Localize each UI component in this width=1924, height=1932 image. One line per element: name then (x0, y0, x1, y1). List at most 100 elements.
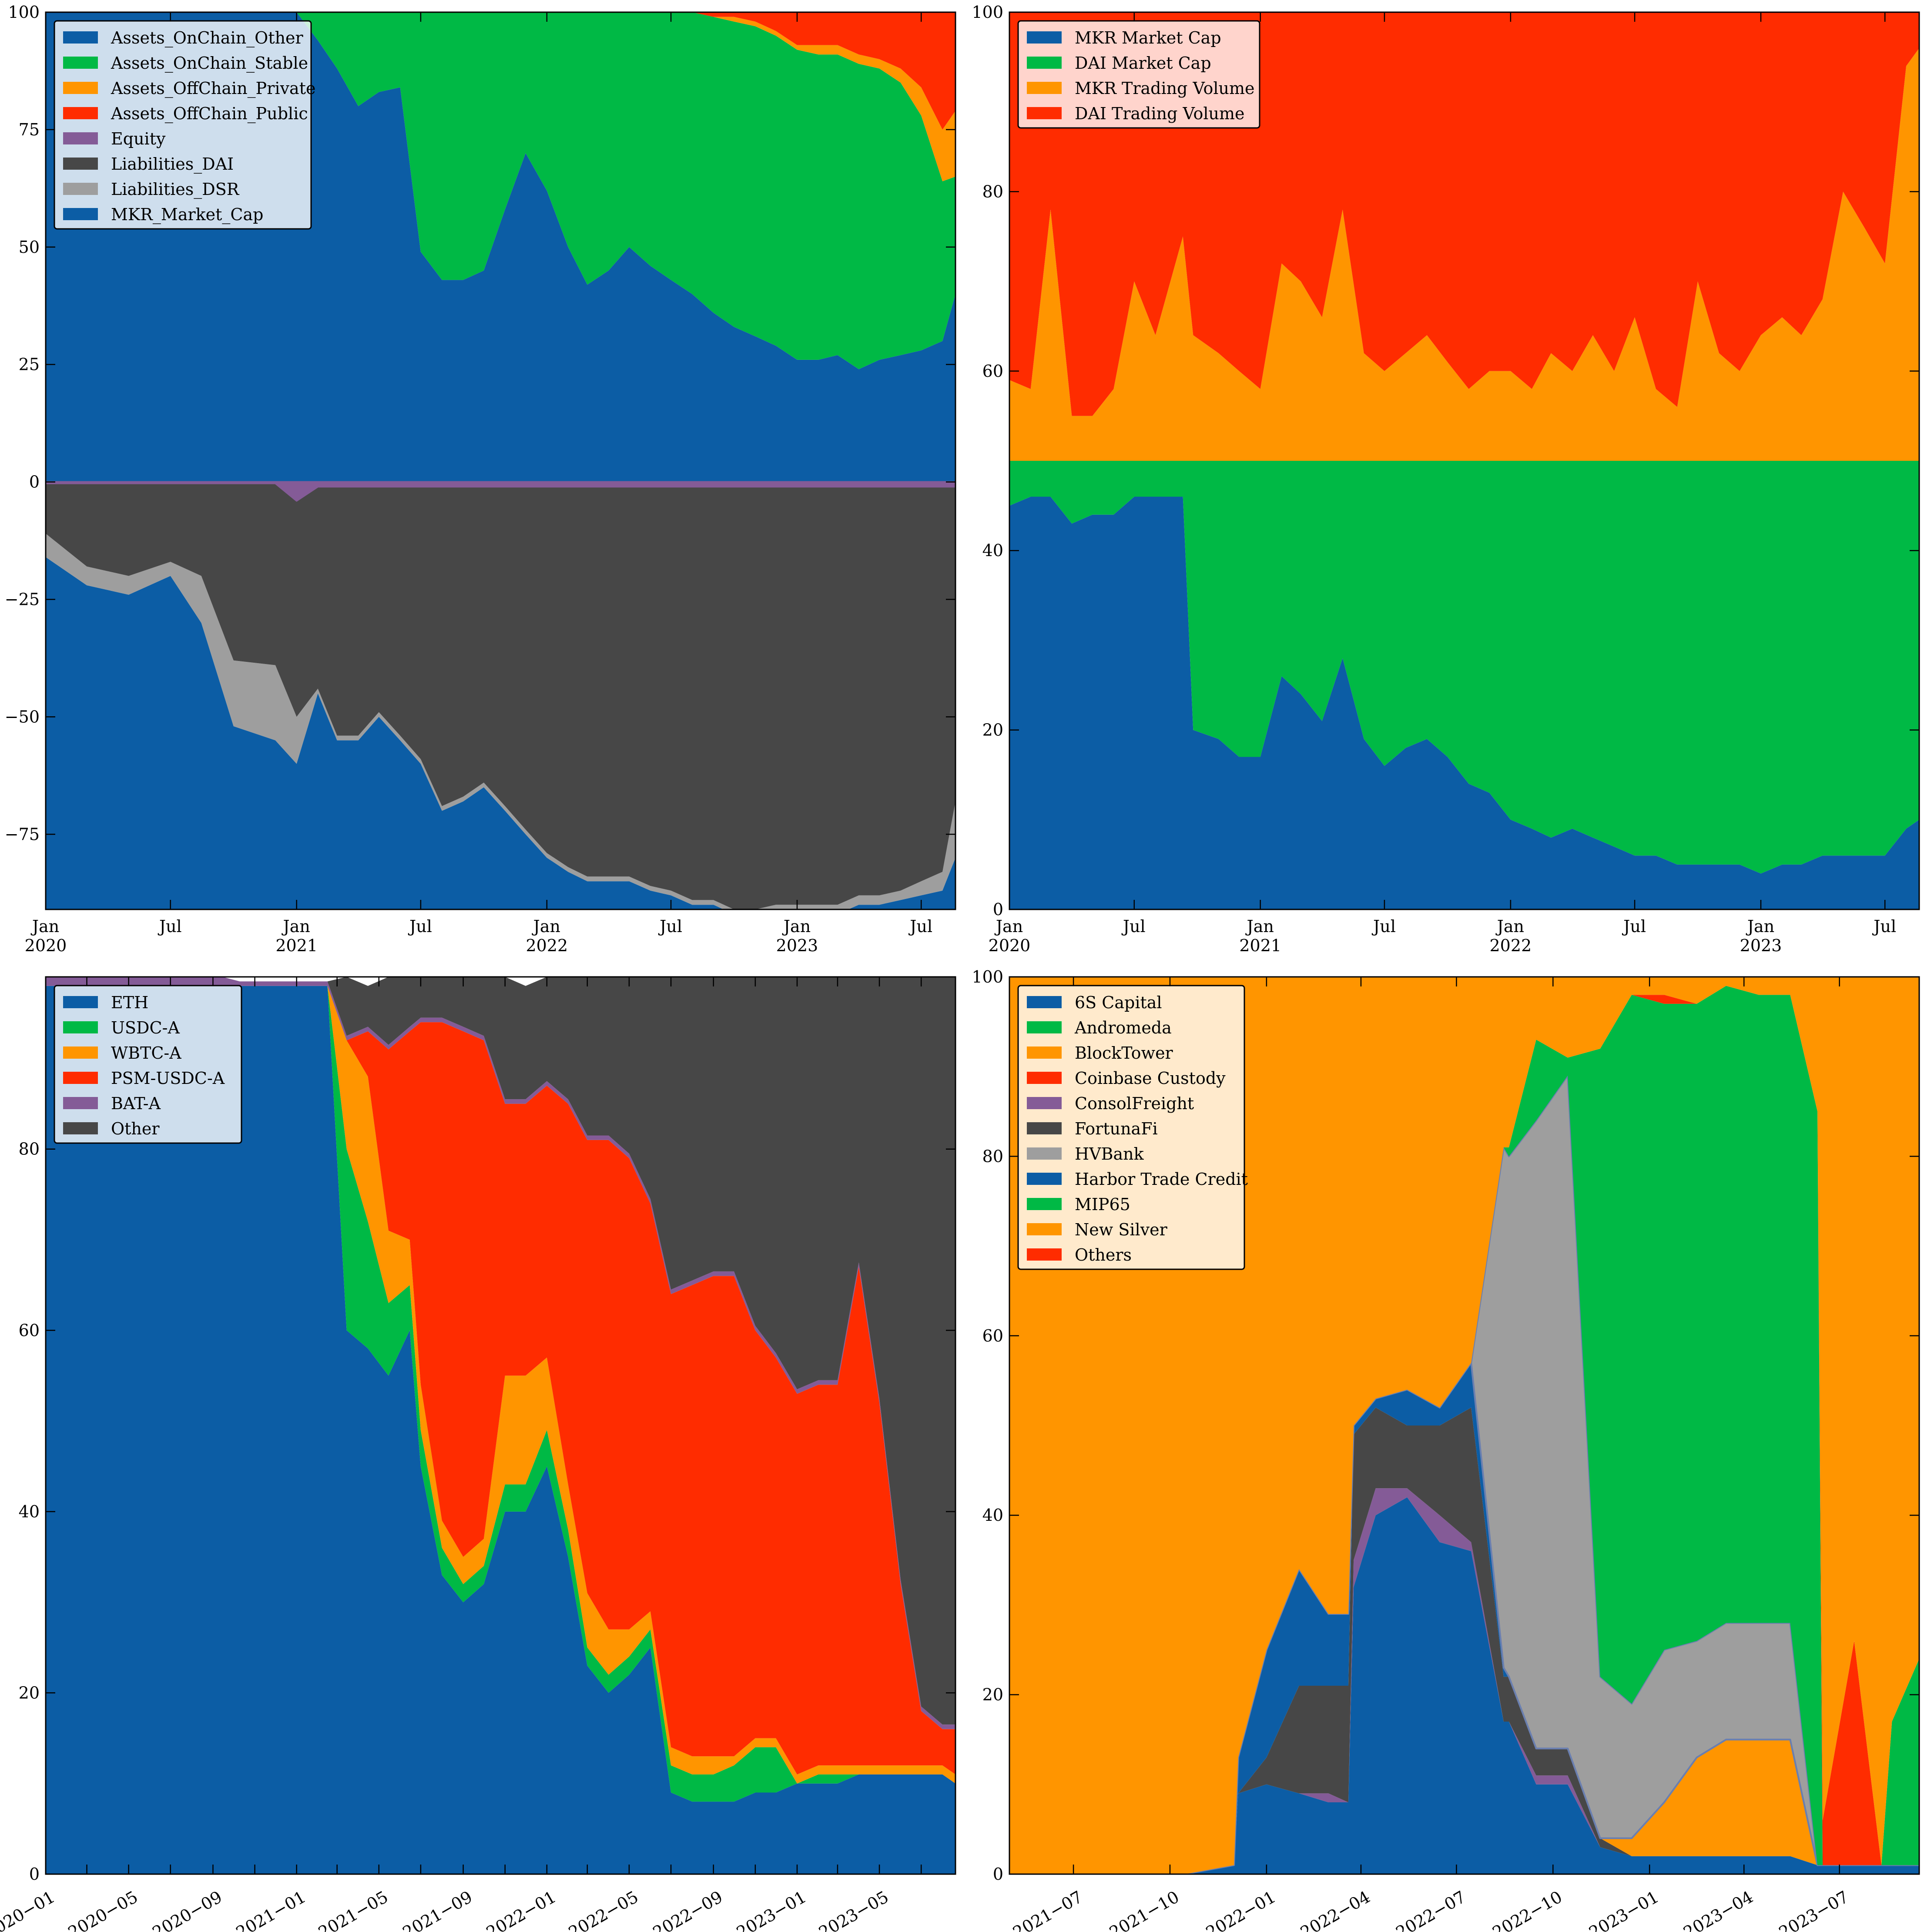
y-tick-label: 20 (19, 1683, 40, 1702)
legend-label: BlockTower (1075, 1043, 1173, 1063)
y-tick-label: 0 (993, 900, 1003, 919)
x-tick-label: Jan (782, 917, 811, 936)
x-tick-label-year: 2023 (1740, 936, 1782, 955)
y-tick-label: 60 (982, 1326, 1003, 1345)
y-tick-label: 80 (982, 1147, 1003, 1166)
x-tick-label: 2022−01 (1203, 1887, 1279, 1932)
x-tick-label: 2022−01 (483, 1887, 559, 1932)
y-tick-label: 75 (19, 120, 40, 139)
legend-label: Other (111, 1119, 160, 1138)
y-tick-label: 100 (972, 3, 1003, 22)
plot-area (46, 977, 955, 1874)
x-tick-label-year: 2021 (275, 936, 318, 955)
y-tick-label: 20 (982, 721, 1003, 740)
legend-label: ETH (111, 993, 148, 1012)
legend-label: Assets_OffChain_Private (111, 79, 315, 98)
x-tick-label: Jan (532, 917, 560, 936)
area-layer-1 (1009, 1497, 1919, 1874)
area-dai-market-cap (1009, 461, 1919, 874)
legend-label: MKR_Market_Cap (111, 205, 263, 225)
y-tick-label: 60 (982, 362, 1003, 381)
x-tick-label: 2023−01 (1585, 1887, 1662, 1932)
x-tick-label: 2022−07 (1393, 1887, 1469, 1932)
y-tick-label: −25 (5, 590, 40, 609)
x-tick-label: Jul (1121, 917, 1146, 936)
legend-swatch (63, 57, 98, 69)
x-tick-label: Jul (908, 917, 932, 936)
y-tick-label: 0 (993, 1865, 1003, 1884)
legend-label: Harbor Trade Credit (1075, 1170, 1248, 1189)
x-tick-label: 2020−09 (149, 1887, 225, 1932)
area-other (46, 977, 955, 1725)
y-tick-label: 100 (972, 967, 1003, 986)
x-tick-label: 2021−01 (233, 1887, 309, 1932)
x-tick-label: Jul (408, 917, 432, 936)
y-tick-label: 0 (29, 473, 40, 492)
legend-label: Assets_OffChain_Public (111, 104, 308, 124)
y-tick-label: 25 (19, 355, 40, 374)
y-tick-label: −50 (5, 707, 40, 726)
area-equity (46, 481, 955, 502)
legend-swatch (1027, 1147, 1062, 1160)
legend-label: MKR Trading Volume (1075, 79, 1255, 98)
y-tick-label: 40 (19, 1502, 40, 1521)
legend-label: MKR Market Cap (1075, 28, 1221, 47)
legend-label: DAI Market Cap (1075, 54, 1211, 73)
legend-swatch (63, 208, 98, 220)
area-mkr-market-cap (46, 557, 955, 909)
legend-label: DAI Trading Volume (1075, 104, 1245, 123)
axes-frame (1009, 976, 1920, 1875)
axes-frame (1009, 11, 1920, 910)
x-tick-label: Jul (1872, 917, 1896, 936)
y-tick-label: 40 (982, 541, 1003, 560)
legend-box (1017, 985, 1245, 1270)
legend-swatch (1027, 82, 1062, 94)
axes-frame (45, 976, 956, 1875)
legend-swatch (63, 132, 98, 144)
x-tick-label: Jan (1495, 917, 1524, 936)
legend-box (1017, 20, 1260, 129)
y-tick-label: 40 (982, 1506, 1003, 1525)
legend: MKR Market Cap DAI Market Cap MKR Trading … (1017, 20, 1260, 129)
area-assets-onchain-stable (46, 12, 955, 369)
x-tick-label: 2020−05 (65, 1887, 141, 1932)
area-layer-7 (1009, 986, 1919, 1874)
legend-label: BAT-A (111, 1094, 161, 1113)
legend-swatch (63, 1072, 98, 1084)
legend-label: Others (1075, 1245, 1132, 1265)
legend-label: New Silver (1075, 1220, 1168, 1239)
x-tick-label: Jan (1245, 917, 1274, 936)
legend-swatch (63, 183, 98, 195)
legend-label: Liabilities_DSR (111, 180, 240, 199)
area-bat-a (46, 977, 955, 1729)
area-eth (46, 986, 955, 1874)
legend-swatch (1027, 996, 1062, 1008)
x-tick-label: Jan (1746, 917, 1774, 936)
legend-swatch (1027, 1223, 1062, 1235)
legend-swatch (63, 1097, 98, 1109)
legend-label: MIP65 (1075, 1195, 1130, 1214)
legend-label: FortunaFi (1075, 1119, 1158, 1138)
legend-swatch (1027, 1097, 1062, 1109)
legend-swatch (1027, 57, 1062, 69)
legend-label: 6S Capital (1075, 993, 1162, 1012)
y-tick-label: 100 (8, 3, 40, 22)
legend-swatch (1027, 1198, 1062, 1210)
legend-box (54, 20, 312, 230)
x-tick-label: 2021−09 (399, 1887, 476, 1932)
area-assets-offchain-public (46, 12, 955, 130)
x-tick-label: Jan (282, 917, 310, 936)
x-tick-label: 2022−09 (650, 1887, 726, 1932)
y-tick-label: 60 (19, 1321, 40, 1340)
x-tick-label: Jan (30, 917, 59, 936)
area-mkr-market-cap (1009, 496, 1919, 909)
legend-label: Assets_OnChain_Other (111, 28, 304, 48)
y-tick-label: 80 (19, 1140, 40, 1159)
x-tick-label-year: 2023 (776, 936, 818, 955)
legend-swatch (1027, 107, 1062, 119)
legend: ETH USDC-A WBTC-A PSM-USDC-A BAT-A Other (54, 985, 242, 1144)
legend-label: PSM-USDC-A (111, 1069, 225, 1088)
